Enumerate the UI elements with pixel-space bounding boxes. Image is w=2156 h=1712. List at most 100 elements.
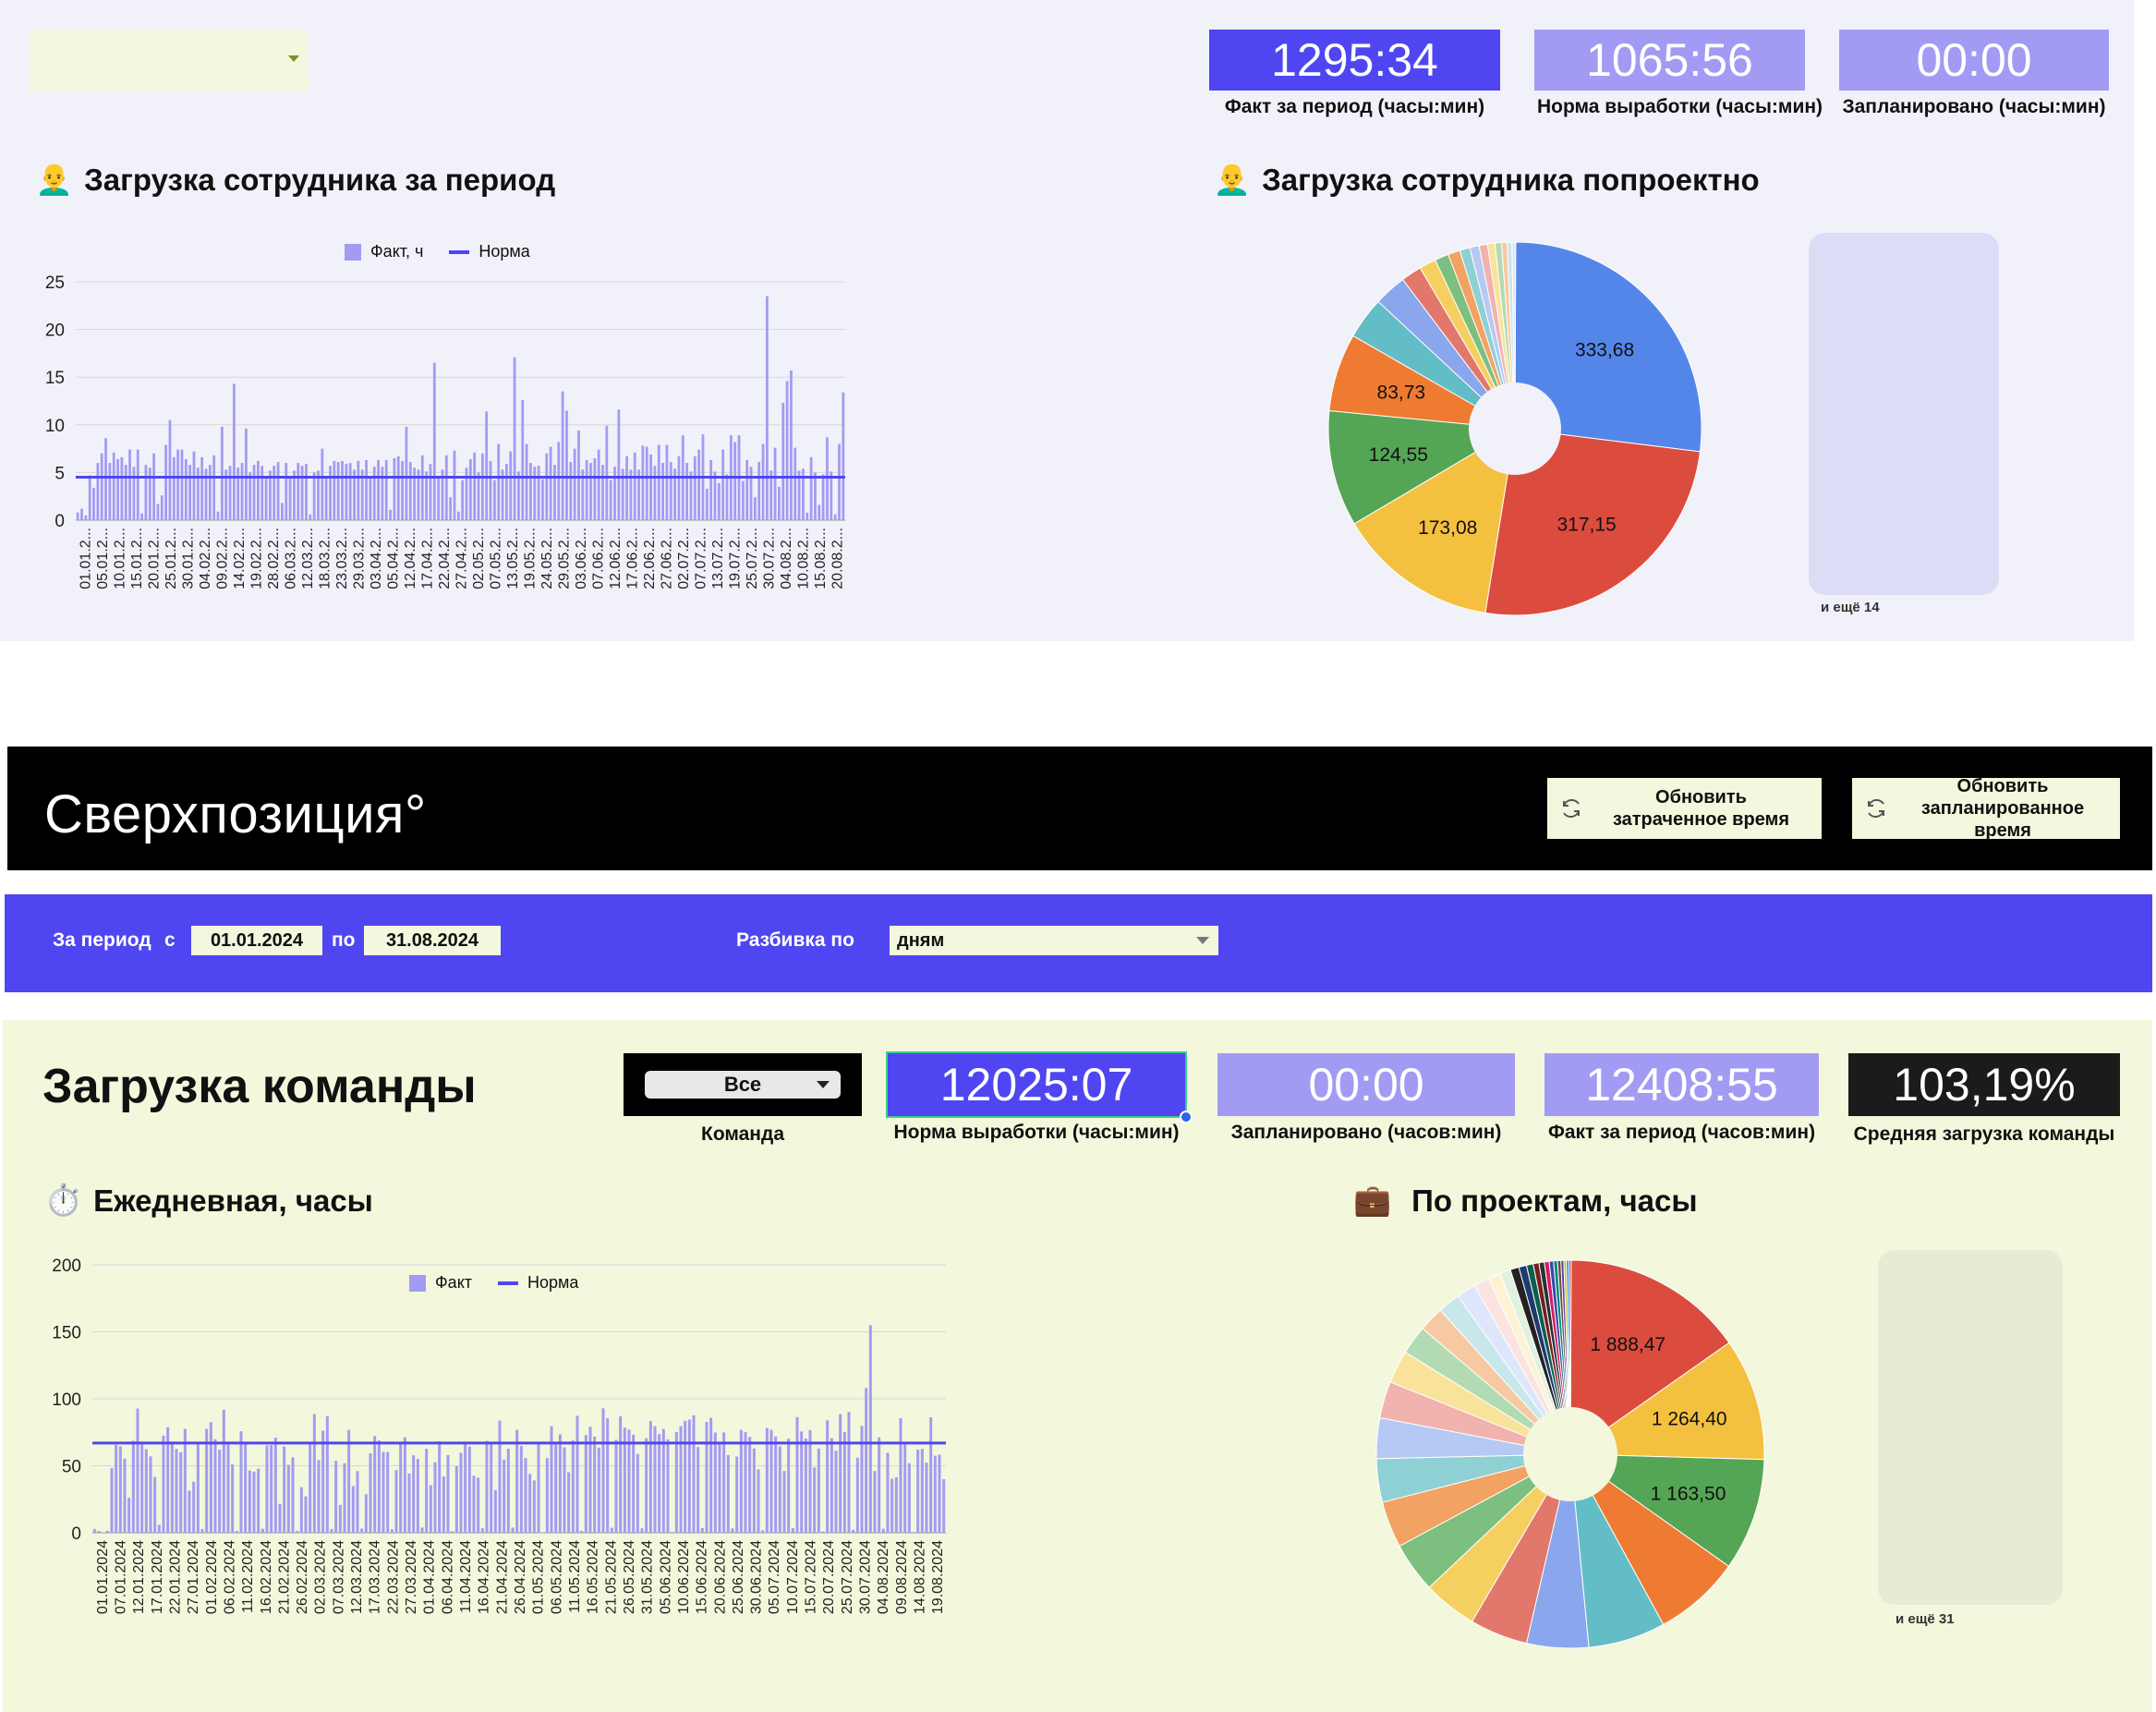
- briefcase-icon: 💼: [1353, 1183, 1392, 1217]
- x-tick-label: 09.08.2024: [894, 1540, 910, 1614]
- team-kpi-fact-value: 12408:55: [1585, 1059, 1778, 1111]
- bar: [76, 512, 79, 520]
- bar: [912, 1532, 915, 1533]
- x-tick-label: 30.01.2...: [180, 528, 196, 589]
- y-tick-label: 50: [62, 1458, 81, 1477]
- bar: [283, 1446, 286, 1533]
- bar: [769, 470, 773, 520]
- bar: [821, 474, 825, 520]
- bar: [393, 457, 396, 520]
- bar: [525, 443, 528, 520]
- bar: [257, 1468, 260, 1533]
- bar: [785, 381, 789, 520]
- x-tick-label: 06.02.2024: [222, 1540, 237, 1614]
- bar: [270, 1445, 273, 1533]
- bar: [183, 1428, 187, 1533]
- bar: [369, 476, 372, 520]
- bar: [403, 1437, 406, 1533]
- x-tick-label: 22.03.2024: [385, 1540, 401, 1614]
- team-daily-title: ⏱️ Ежедневная, часы: [44, 1183, 373, 1219]
- pie-slice-label: 333,68: [1575, 340, 1634, 361]
- y-tick-label: 10: [45, 417, 65, 436]
- bar: [653, 1426, 657, 1533]
- bar: [127, 1498, 131, 1533]
- date-to-input[interactable]: 31.08.2024: [364, 926, 501, 955]
- bar: [679, 1426, 683, 1533]
- x-tick-label: 30.07.2...: [762, 528, 778, 589]
- bar: [472, 1475, 476, 1533]
- bar: [389, 509, 392, 520]
- pie-slice-label: 1 888,47: [1590, 1334, 1665, 1355]
- bar: [425, 471, 429, 520]
- team-pie-legend[interactable]: [1878, 1250, 2063, 1605]
- team-select-label: Команда: [701, 1123, 784, 1145]
- bar: [347, 1429, 351, 1533]
- selection-handle[interactable]: [1180, 1111, 1193, 1123]
- bar: [589, 463, 592, 520]
- bar: [100, 453, 103, 520]
- employee-select[interactable]: [30, 30, 309, 91]
- bar: [364, 1494, 368, 1533]
- bar: [554, 1442, 558, 1533]
- bar: [232, 383, 236, 520]
- bar: [489, 461, 492, 520]
- bar: [377, 1440, 381, 1533]
- x-tick-label: 24.05.2...: [539, 528, 555, 589]
- bar: [497, 443, 501, 520]
- bar: [933, 1455, 937, 1533]
- x-tick-label: 19.02.2...: [248, 528, 264, 589]
- x-tick-label: 14.08.2024: [913, 1540, 928, 1614]
- pie-slice: [1514, 241, 1702, 453]
- bar: [461, 480, 465, 520]
- pie-slice: [1569, 1453, 1765, 1567]
- bar: [903, 1441, 907, 1533]
- date-from-input[interactable]: 01.01.2024: [191, 926, 322, 955]
- kpi-fact-value: 1295:34: [1271, 34, 1438, 86]
- bar: [179, 1451, 183, 1533]
- pie-slice: [1484, 428, 1702, 616]
- employee-project-title: 👨‍🦲 Загрузка сотрудника попроектно: [1213, 162, 1760, 198]
- bar: [205, 1428, 209, 1533]
- bar: [601, 1408, 605, 1533]
- y-tick-label: 0: [55, 512, 65, 531]
- bar: [533, 467, 537, 520]
- bar: [115, 1444, 118, 1533]
- bar: [558, 1434, 562, 1533]
- team-kpi-norm[interactable]: 12025:07: [886, 1051, 1187, 1118]
- bar: [606, 1418, 610, 1533]
- bar: [353, 469, 356, 520]
- bar: [765, 1427, 769, 1533]
- employee-projects-pie: 333,68 317,15 173,08 124,55 83,73: [1327, 241, 1702, 616]
- x-tick-label: 12.01.2024: [131, 1540, 147, 1614]
- x-tick-label: 23.03.2...: [334, 528, 350, 589]
- bar: [304, 1496, 308, 1533]
- bar: [741, 480, 745, 520]
- x-tick-label: 29.03.2...: [351, 528, 367, 589]
- bar: [278, 1503, 282, 1533]
- x-tick-label: 21.02.2024: [276, 1540, 292, 1614]
- x-tick-label: 26.02.2024: [295, 1540, 310, 1614]
- from-label: с: [164, 929, 176, 951]
- bar: [920, 1449, 924, 1533]
- pie-slice-label: 1 264,40: [1652, 1408, 1727, 1429]
- kpi-norm-label: Норма выработки (часы:мин): [1536, 96, 1823, 117]
- bar: [565, 410, 568, 520]
- bar: [886, 1452, 890, 1533]
- split-select[interactable]: дням: [890, 926, 1218, 955]
- employee-pie-legend[interactable]: [1809, 233, 1999, 595]
- employee-pie-more[interactable]: и ещё 14: [1821, 600, 1880, 615]
- legend-fact-swatch: [409, 1274, 426, 1292]
- bar: [665, 444, 669, 520]
- refresh-spent-button[interactable]: Обновить затраченное время: [1547, 778, 1822, 839]
- split-select-value: дням: [897, 929, 945, 951]
- bar: [685, 463, 689, 520]
- bar: [627, 1429, 631, 1533]
- bar: [365, 459, 368, 520]
- bar: [144, 1449, 148, 1533]
- x-tick-label: 02.05.2...: [471, 528, 487, 589]
- team-pie-more[interactable]: и ещё 31: [1896, 1611, 1955, 1627]
- refresh-planned-button[interactable]: Обновить запланированное время: [1852, 776, 2120, 841]
- pie-slice-label: 317,15: [1556, 514, 1616, 535]
- bar: [705, 1422, 709, 1533]
- team-select[interactable]: Все: [645, 1071, 841, 1099]
